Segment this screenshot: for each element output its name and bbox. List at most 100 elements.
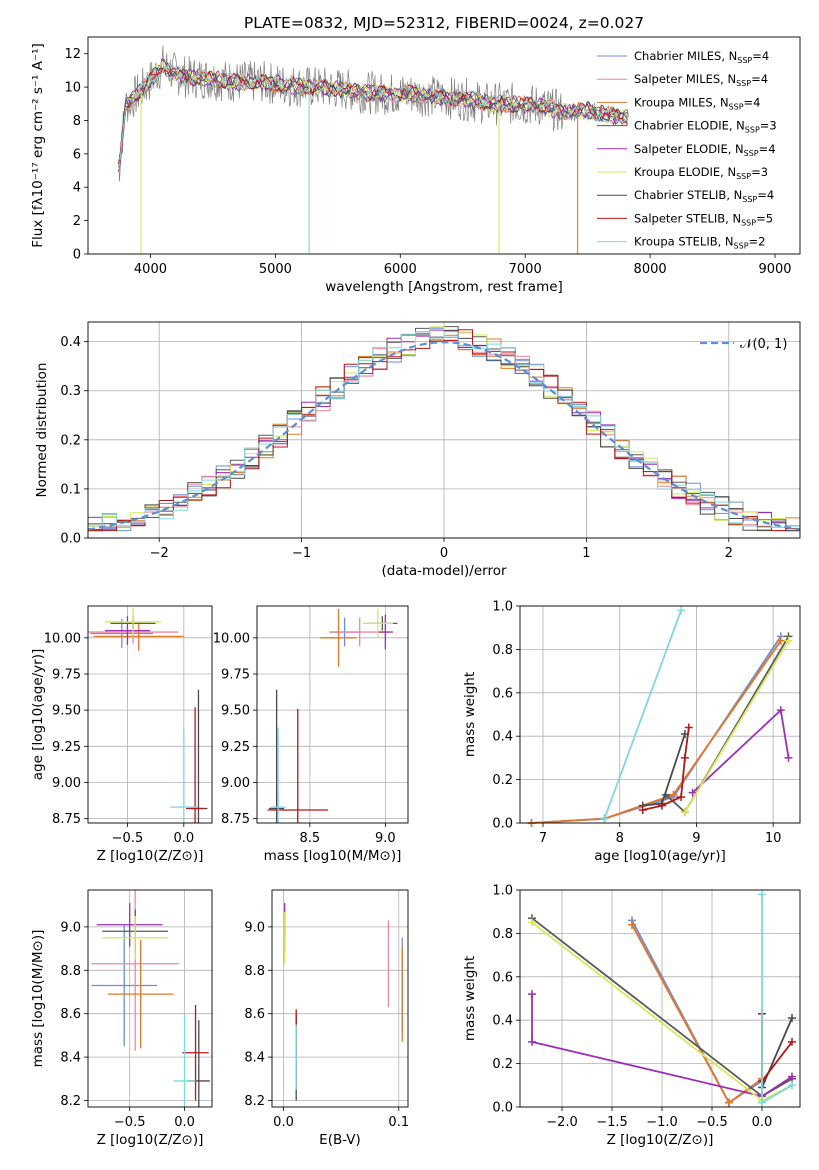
weight-marker [677, 792, 686, 801]
x-tick-label: 0.1 [388, 1115, 409, 1130]
legend-label: Salpeter ELODIE, NSSP=4 [634, 142, 776, 158]
legend-nssp-value: =4 [744, 95, 761, 109]
y-tick-label: 9.50 [221, 704, 250, 719]
x-tick-label: 7 [539, 831, 547, 846]
model-line-chabrier-elodie [118, 59, 628, 172]
x-tick-label: −0.5 [112, 831, 144, 846]
weight-marker [528, 990, 536, 999]
y-tick-label: 8.6 [244, 1007, 265, 1022]
mass_vs_EBV-xlabel: E(B-V) [319, 1132, 361, 1148]
errorbar-salpeter-elodie [96, 903, 163, 947]
y-tick-label: 9.25 [221, 740, 250, 755]
weight-marker [725, 1098, 733, 1107]
x-tick-label: 1 [582, 546, 590, 561]
legend-label: Chabrier MILES, NSSP=4 [634, 49, 769, 65]
figure-title: PLATE=0832, MJD=52312, FIBERID=0024, z=0… [244, 14, 644, 32]
weight-marker [776, 636, 785, 645]
legend-label: Salpeter STELIB, NSSP=5 [634, 211, 773, 227]
x-tick-label: 6000 [384, 262, 417, 277]
errorbar-kroupa-stelib [270, 727, 286, 823]
x-tick-label: −1 [292, 546, 311, 561]
legend-subscript: SSP [744, 149, 759, 158]
y-tick-label: 4 [73, 181, 81, 196]
legend-subscript: SSP [741, 218, 756, 227]
y-tick-label: 10.00 [44, 631, 81, 646]
massweight_vs_age-xlabel: age [log10(age/yr)] [594, 848, 726, 864]
legend-nssp-value: =5 [756, 211, 773, 225]
y-tick-label: 9.75 [221, 667, 250, 682]
spectrum-frame [87, 36, 801, 255]
x-tick-label: 0.0 [273, 1115, 294, 1130]
legend-label: Kroupa STELIB, NSSP=2 [634, 235, 765, 251]
weight-marker [638, 805, 647, 814]
legend-label: Chabrier STELIB, NSSP=4 [634, 188, 774, 204]
legend-subscript: SSP [737, 56, 752, 65]
weight-marker [680, 808, 689, 817]
weight-marker [788, 1014, 796, 1023]
weight-marker [788, 1081, 796, 1090]
y-tick-label: 10.00 [213, 631, 250, 646]
y-tick-label: 8.75 [52, 812, 81, 827]
legend-nssp-value: =3 [760, 119, 777, 133]
residuals-ylabel: Normed distribution [34, 363, 50, 498]
y-tick-label: 0.2 [492, 1057, 513, 1072]
weight-line-kroupa-stelib [603, 609, 682, 820]
mass_vs_Z-xlabel: Z [log10(Z/Z⊙)] [97, 1132, 204, 1148]
x-tick-label: 9 [692, 831, 700, 846]
errorbar-salpeter-elodie [104, 616, 150, 646]
y-tick-label: 8.2 [244, 1094, 265, 1109]
weight-marker [677, 606, 686, 615]
y-tick-label: 0.0 [60, 532, 81, 547]
x-tick-label: −2.0 [546, 1115, 578, 1130]
x-tick-label: −2 [150, 546, 169, 561]
mass_vs_EBV-frame [271, 889, 409, 1108]
weight-marker [788, 1037, 796, 1046]
legend-nssp-value: =2 [749, 235, 766, 249]
x-tick-label: 0.0 [174, 1115, 195, 1130]
legend-label: Kroupa ELODIE, NSSP=3 [634, 165, 768, 181]
residuals-xlabel: (data-model)/error [381, 563, 507, 579]
y-tick-label: 8 [73, 114, 81, 129]
y-tick-label: 0.8 [492, 927, 513, 942]
weight-marker [628, 920, 636, 929]
y-tick-label: 0.4 [60, 335, 81, 350]
massweight_vs_Z-xlabel: Z [log10(Z/Z⊙)] [607, 1132, 714, 1148]
weight-marker [784, 753, 793, 762]
massweight_vs_age-ylabel: mass weight [462, 672, 478, 757]
y-tick-label: 0.0 [492, 1101, 513, 1116]
legend-subscript: SSP [736, 172, 751, 181]
weight-marker [758, 1098, 766, 1107]
legend-subscript: SSP [734, 242, 749, 251]
y-tick-label: 0.6 [492, 686, 513, 701]
x-tick-label: 9000 [758, 262, 791, 277]
y-tick-label: 0.0 [492, 817, 513, 832]
errorbar-kroupa-miles [93, 621, 184, 651]
spectrum-ylabel: Flux [fλ10⁻¹⁷ erg cm⁻² s⁻¹ A⁻¹] [30, 43, 46, 248]
x-tick-label: 0 [440, 546, 448, 561]
x-tick-label: −1.5 [596, 1115, 628, 1130]
errorbar-kroupa-stelib [170, 727, 198, 823]
age_vs_Z-ylabel: age [log10(age/yr)] [30, 649, 46, 781]
weight-marker [657, 801, 666, 810]
residuals-frame [87, 321, 801, 539]
legend-nssp-value: =4 [752, 49, 769, 63]
weight-marker [600, 814, 609, 823]
weight-marker [688, 788, 697, 797]
x-tick-label: 9.0 [375, 831, 396, 846]
errorbar-kroupa-miles [107, 939, 174, 1049]
y-tick-label: 9.00 [52, 776, 81, 791]
weight-marker [528, 1037, 536, 1046]
errorbar-salpeter-miles [91, 890, 180, 1051]
legend-subscript: SSP [729, 102, 744, 111]
mass_vs_Z-ylabel: mass [log10(M/M⊙)] [30, 930, 46, 1068]
x-tick-label: −0.5 [696, 1115, 728, 1130]
x-tick-label: 10 [765, 831, 782, 846]
model-line-chabrier-stelib [118, 67, 628, 165]
legend-nssp-value: =3 [751, 165, 768, 179]
legend-nssp-value: =4 [751, 72, 768, 86]
massweight_vs_age-frame [519, 605, 801, 824]
legend-subscript: SSP [736, 79, 751, 88]
x-tick-label: 5000 [259, 262, 292, 277]
y-tick-label: 8.4 [60, 1051, 81, 1066]
